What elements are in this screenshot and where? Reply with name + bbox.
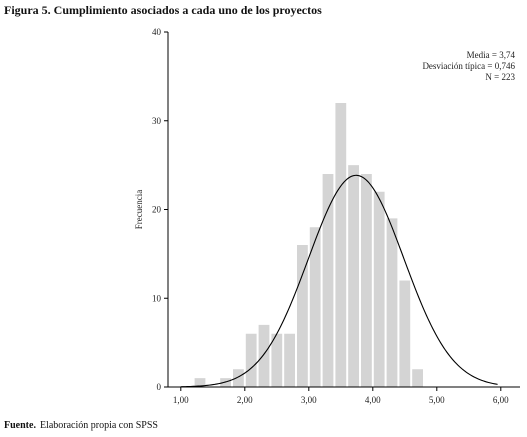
x-tick-label: 6,00 [493, 395, 509, 405]
stats-line: Desviación típica = 0,746 [422, 61, 515, 71]
normal-curve-line [180, 174, 498, 388]
histogram-bar [258, 324, 270, 388]
source-label: Fuente. [4, 420, 36, 431]
x-tick-label: 2,00 [237, 395, 253, 405]
histogram-bar [309, 227, 321, 387]
histogram-bar [412, 369, 423, 387]
y-tick-label: 10 [152, 293, 162, 303]
y-tick-label: 30 [152, 116, 162, 126]
y-axis-title: Frecuencia [134, 190, 144, 229]
source-text: Elaboración propia con SPSS [39, 420, 158, 431]
x-tick-label: 5,00 [429, 395, 445, 405]
y-tick-label: 40 [152, 27, 162, 37]
histogram-bar [220, 378, 231, 388]
histogram-bar [271, 333, 283, 387]
histogram-bar [386, 218, 398, 388]
histogram-bar [284, 333, 295, 387]
stats-line: Media = 3,74 [467, 50, 516, 60]
histogram-bar [297, 245, 308, 387]
histogram-bar [361, 174, 372, 387]
histogram-bar [335, 103, 347, 387]
bars-group [194, 103, 423, 388]
x-tick-label: 4,00 [365, 395, 381, 405]
histogram-bar [399, 280, 411, 387]
x-tick-label: 1,00 [173, 395, 189, 405]
normal-curve-group [180, 174, 498, 388]
histogram-bar [322, 174, 334, 387]
histogram-bar [233, 369, 244, 387]
source-note: Fuente. Elaboración propia con SPSS [4, 420, 158, 431]
histogram-bar [194, 378, 206, 388]
axes-group: 0 10 20 30 40 1,00 2,00 3,00 4,00 5,00 6,00 Frecuen… [134, 27, 520, 405]
x-tick-label: 3,00 [301, 395, 317, 405]
stats-line: N = 223 [485, 72, 515, 82]
histogram-bar [245, 333, 257, 387]
figure-title: Figura 5. Cumplimiento asociados a cada … [4, 3, 322, 17]
y-tick-label: 20 [152, 205, 162, 215]
histogram-bar [348, 165, 359, 388]
y-tick-label: 0 [157, 382, 162, 392]
histogram-bar [373, 191, 385, 387]
